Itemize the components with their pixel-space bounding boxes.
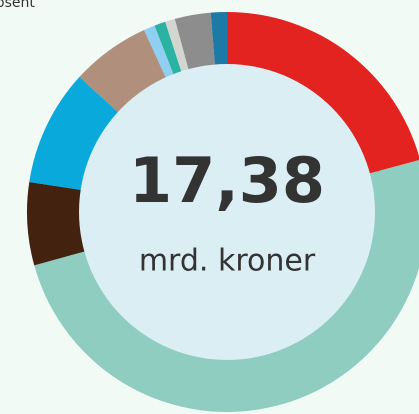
donut-segment xyxy=(34,160,419,412)
donut-segment xyxy=(174,12,216,72)
donut-segment xyxy=(144,25,175,80)
donut-segment xyxy=(26,181,87,266)
ring xyxy=(26,12,419,412)
donut-segment xyxy=(29,76,120,191)
chart-label: osent xyxy=(0,0,35,11)
center-value: 17,38 xyxy=(129,144,325,217)
donut-segment xyxy=(154,21,182,76)
center-disc xyxy=(79,64,375,360)
donut-segment xyxy=(165,18,189,74)
center-unit: mrd. kroner xyxy=(139,244,316,279)
donut-segment xyxy=(227,12,419,174)
donut-segment xyxy=(79,29,167,114)
donut-segment xyxy=(210,12,227,67)
